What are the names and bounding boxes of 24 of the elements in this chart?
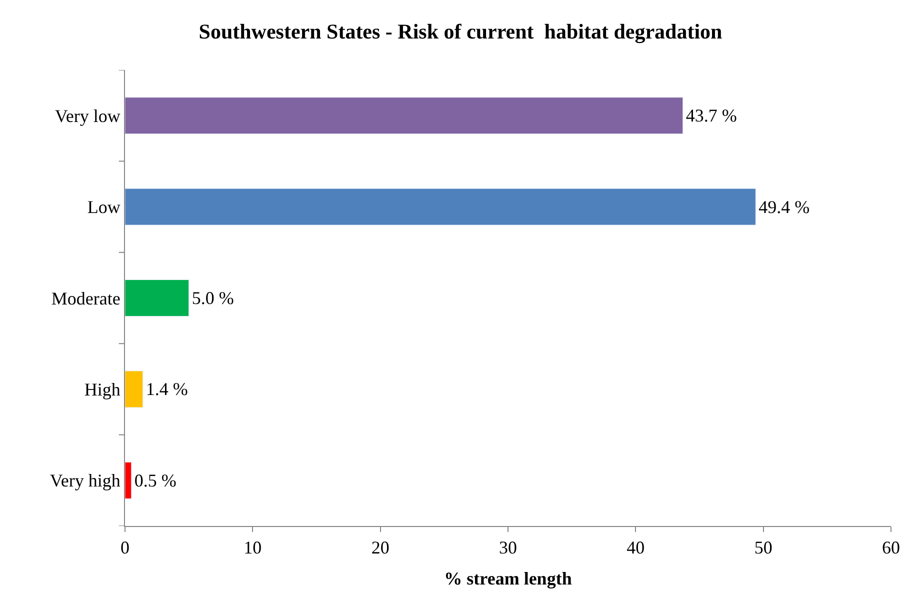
bar (125, 280, 190, 316)
bar (125, 462, 132, 499)
x-tick-label: 0 (120, 538, 130, 558)
bar (125, 188, 756, 226)
x-axis-title: % stream length (444, 568, 572, 589)
y-tick-label: Moderate (51, 288, 120, 308)
data-label: 49.4 % (758, 196, 810, 217)
y-tick-label: High (84, 380, 120, 400)
bar (125, 97, 684, 134)
y-tick-label: Low (87, 197, 120, 218)
data-label: 5.0 % (192, 288, 234, 308)
data-label: 43.7 % (686, 106, 737, 126)
x-tick-label: 30 (499, 538, 517, 558)
x-tick-label: 40 (626, 538, 645, 558)
chart-title: Southwestern States - Risk of current habitat degradation (198, 20, 723, 44)
bar (125, 370, 144, 408)
y-tick-label: Very high (50, 470, 120, 491)
data-label: 0.5 % (134, 470, 176, 490)
x-tick-label: 60 (882, 538, 900, 558)
x-tick-label: 50 (754, 538, 772, 558)
x-tick-label: 20 (371, 538, 390, 558)
y-tick-label: Very low (54, 106, 120, 126)
x-tick-label: 10 (244, 538, 262, 558)
data-label: 1.4 % (146, 379, 188, 400)
